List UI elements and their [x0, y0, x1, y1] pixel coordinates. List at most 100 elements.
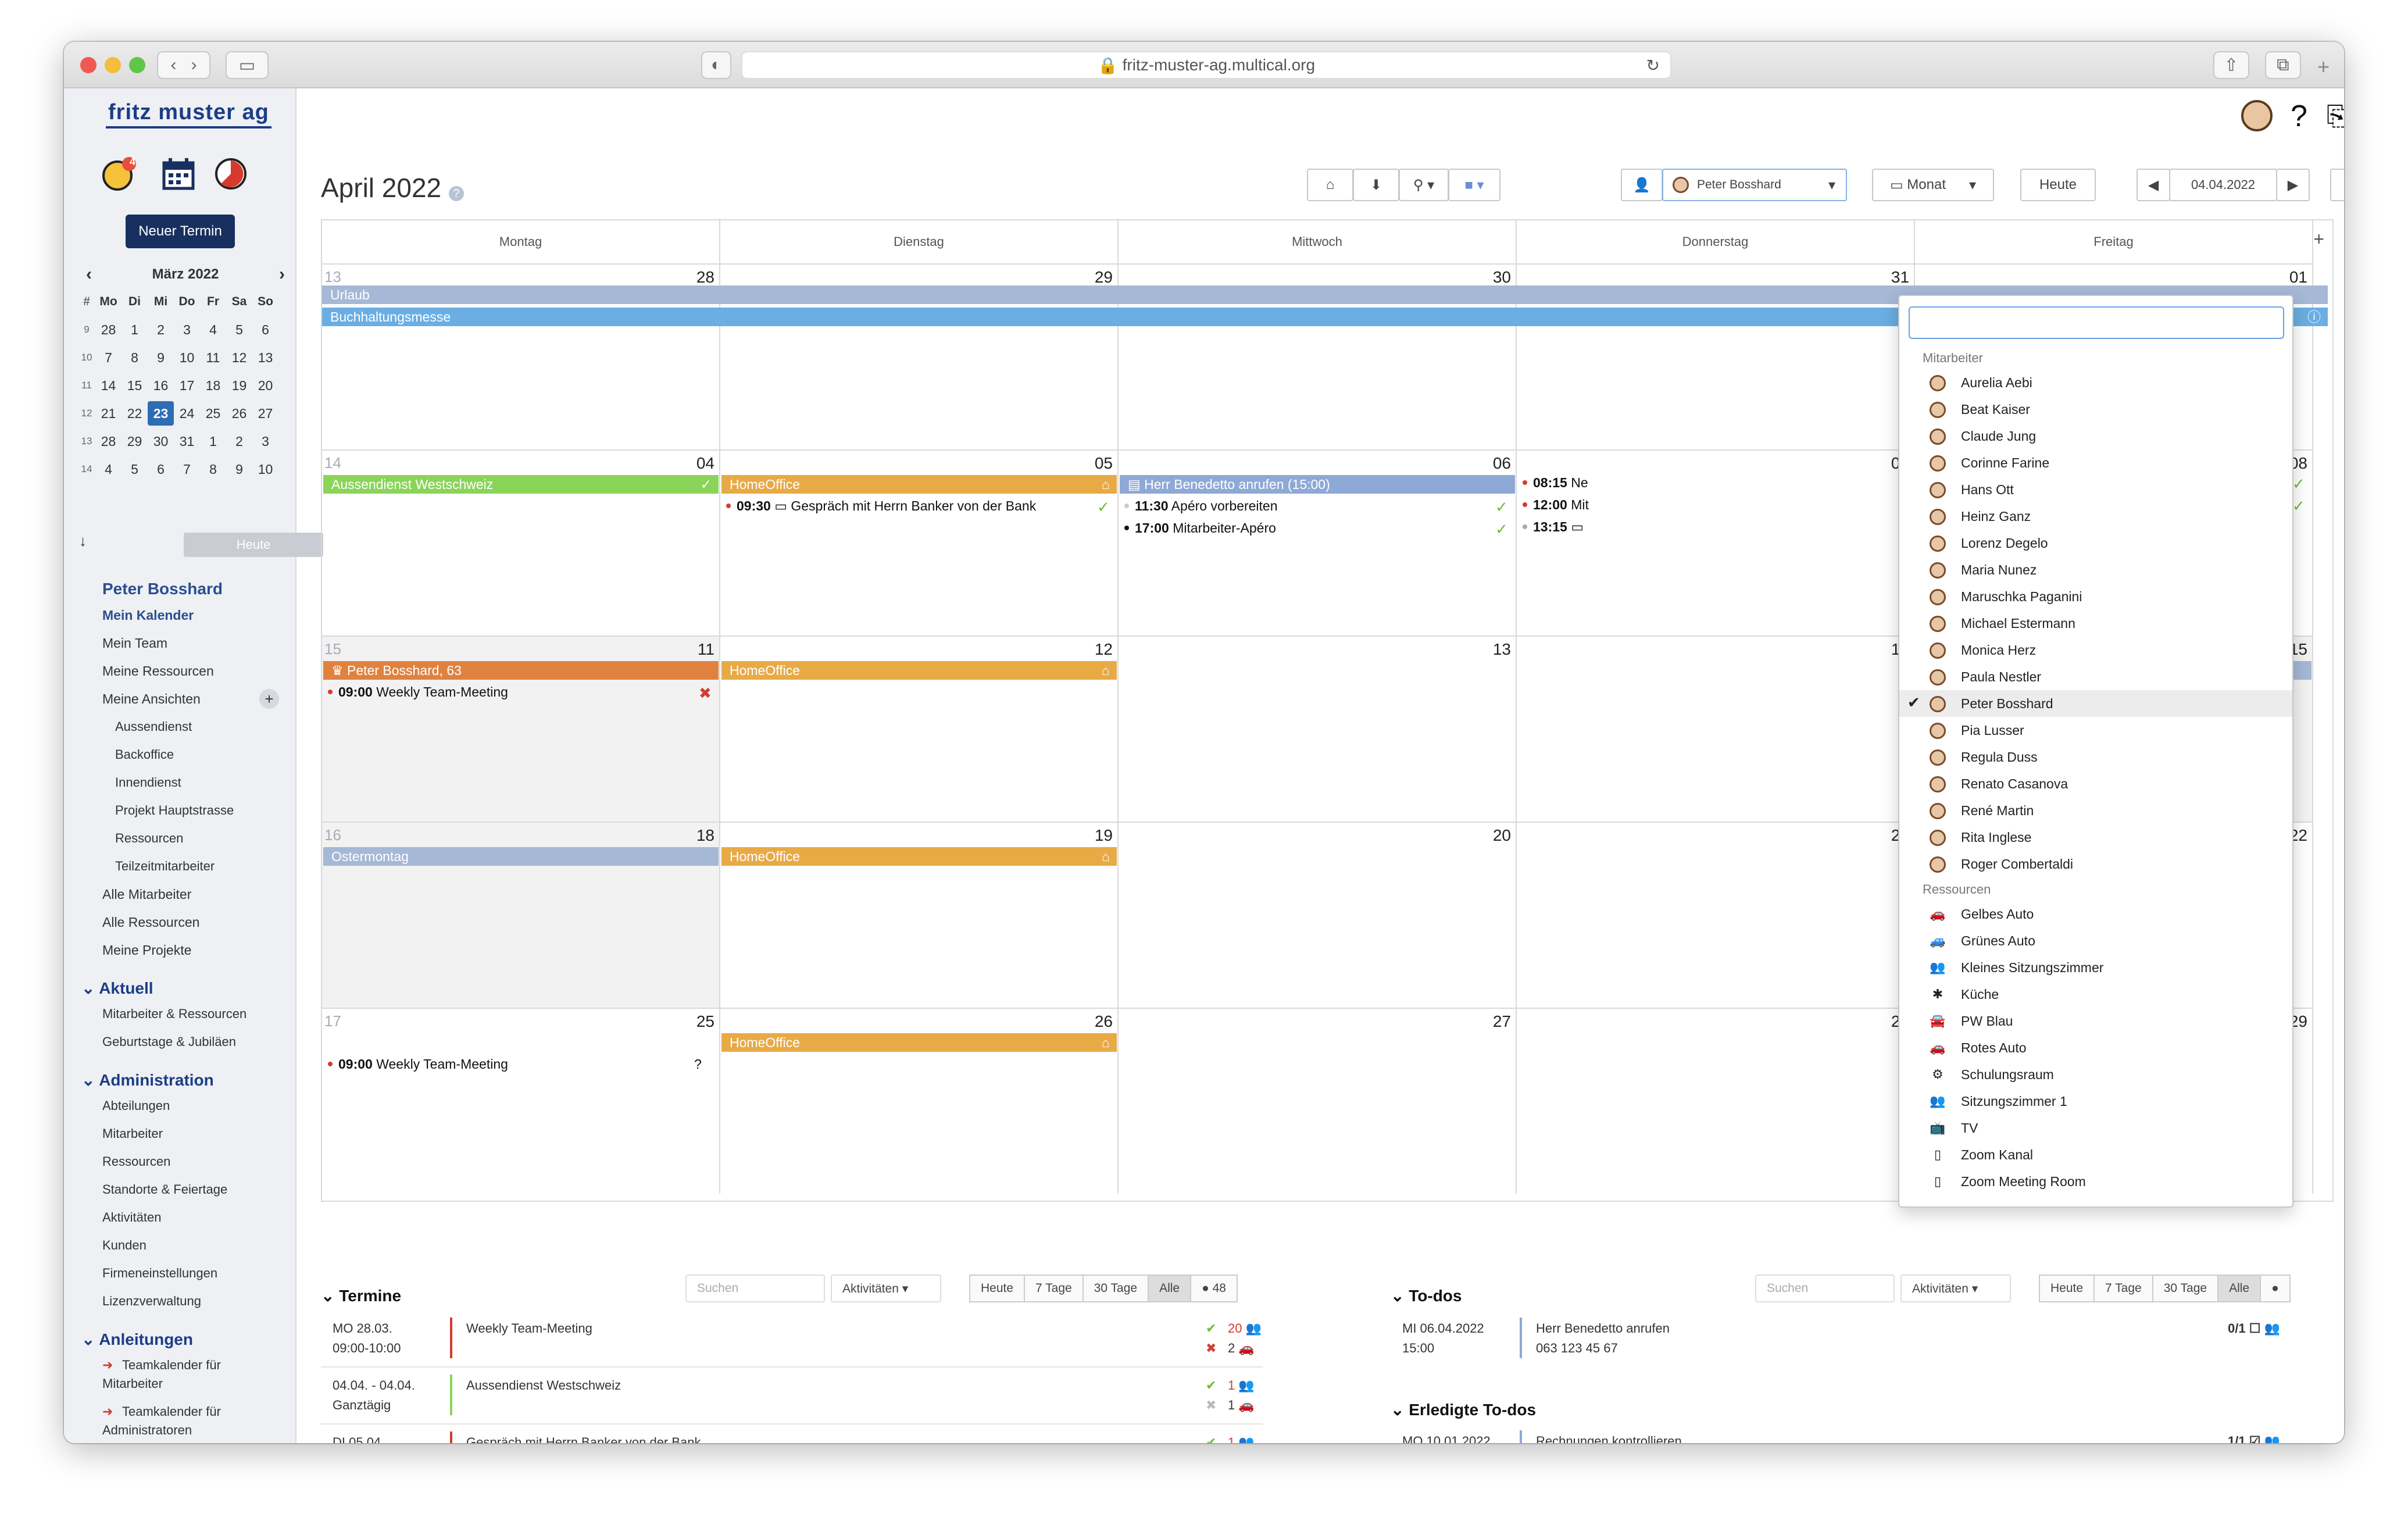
mini-calendar-day[interactable]: 14: [101, 377, 116, 393]
mini-calendar-day[interactable]: 22: [127, 405, 142, 421]
chevron-right-icon[interactable]: ›: [279, 265, 285, 284]
dropdown-person-item[interactable]: Regula Duss: [1899, 744, 2292, 770]
sidebar-nav-item[interactable]: Meine Ansichten: [102, 691, 201, 706]
dropdown-person-item[interactable]: Lorenz Degelo: [1899, 530, 2292, 556]
dropdown-person-item[interactable]: Beat Kaiser: [1899, 396, 2292, 423]
sidebar-nav-item[interactable]: Firmeneinstellungen: [102, 1266, 218, 1280]
calendar-day-cell[interactable]: 17 25: [322, 1008, 720, 1194]
mini-calendar-day[interactable]: 24: [179, 405, 195, 421]
mini-calendar-day[interactable]: 3: [183, 322, 191, 337]
person-select[interactable]: Peter Bosshard ▾: [1662, 169, 1847, 201]
calendar-day-cell[interactable]: 12: [720, 636, 1119, 822]
company-logo[interactable]: fritz muster ag: [106, 100, 271, 128]
clock-icon[interactable]: [213, 156, 249, 192]
home-filter-button[interactable]: ⌂: [1307, 169, 1353, 201]
dropdown-person-item[interactable]: Renato Casanova: [1899, 770, 2292, 797]
mini-calendar-day[interactable]: 2: [157, 322, 165, 337]
mini-calendar-day[interactable]: 26: [231, 405, 247, 421]
calendar-day-cell[interactable]: 14: [1517, 636, 1915, 822]
today-button[interactable]: Heute: [2020, 169, 2096, 201]
download-button[interactable]: ⬇: [1353, 169, 1399, 201]
mini-calendar-day[interactable]: 3: [262, 433, 269, 449]
dropdown-person-item[interactable]: Michael Estermann: [1899, 610, 2292, 637]
panel-title[interactable]: ⌄ Termine: [321, 1287, 402, 1305]
minimize-window-button[interactable]: [105, 57, 121, 73]
event-thursday-1[interactable]: 08:15 Ne: [1518, 475, 1599, 491]
mini-calendar-day[interactable]: 8: [209, 461, 217, 477]
view-select[interactable]: ▭ Monat ▾: [1872, 169, 1994, 201]
calendar-day-cell[interactable]: 14 04: [322, 449, 720, 636]
mini-calendar-day[interactable]: 6: [262, 322, 269, 337]
sidebar-nav-item[interactable]: Abteilungen: [102, 1098, 170, 1113]
range-option[interactable]: Alle: [1148, 1274, 1192, 1302]
event-ostermontag[interactable]: Ostermontag: [323, 847, 719, 866]
sidebar-nav-item[interactable]: Aktivitäten: [102, 1210, 162, 1224]
dropdown-person-item[interactable]: René Martin: [1899, 797, 2292, 824]
mini-calendar-day[interactable]: 31: [179, 433, 195, 449]
range-option[interactable]: 30 Tage: [2152, 1274, 2219, 1302]
calendar-day-cell[interactable]: 27: [1119, 1008, 1517, 1194]
add-view-icon[interactable]: +: [259, 689, 279, 709]
event-homeoffice[interactable]: HomeOffice ⌂: [721, 661, 1117, 680]
tabs-icon[interactable]: ⧉: [2265, 51, 2301, 79]
event-benedetto[interactable]: ▤ Herr Benedetto anrufen (15:00): [1120, 475, 1515, 494]
calendar-day-cell[interactable]: 13: [1119, 636, 1517, 822]
dropdown-person-item[interactable]: Heinz Ganz: [1899, 503, 2292, 530]
calendar-day-cell[interactable]: 05: [720, 449, 1119, 636]
dropdown-person-item[interactable]: Aurelia Aebi: [1899, 369, 2292, 396]
close-window-button[interactable]: [80, 57, 97, 73]
calendar-day-cell[interactable]: 21: [1517, 822, 1915, 1008]
chevron-left-icon[interactable]: ‹: [170, 55, 177, 74]
mini-calendar-day[interactable]: 9: [157, 349, 165, 365]
mini-calendar-day[interactable]: 6: [157, 461, 165, 477]
sidebar-nav-item[interactable]: Mein Kalender: [102, 608, 194, 623]
count-badge[interactable]: ●: [2260, 1274, 2291, 1302]
guide-link[interactable]: Teamkalender für: [122, 1358, 221, 1372]
sidebar-toggle-icon[interactable]: ▭: [226, 51, 269, 79]
sidebar-view-item[interactable]: Innendienst: [115, 775, 181, 790]
dropdown-person-item[interactable]: Roger Combertaldi: [1899, 851, 2292, 877]
guide-link[interactable]: Teamkalender für: [122, 1404, 221, 1419]
dropdown-person-item[interactable]: Corinne Farine: [1899, 449, 2292, 476]
mini-calendar-day[interactable]: 16: [153, 377, 169, 393]
mini-calendar-day[interactable]: 13: [258, 349, 273, 365]
filter-dropdown[interactable]: ⚲ ▾: [1399, 169, 1449, 201]
add-icon[interactable]: +: [2313, 229, 2324, 249]
mini-calendar-today-button[interactable]: Heute: [184, 533, 323, 557]
mini-calendar-day[interactable]: 10: [258, 461, 273, 477]
export-icon[interactable]: ⎘: [2327, 101, 2344, 131]
event-weekly-meeting[interactable]: 09:00 Weekly Team-Meeting: [323, 684, 719, 700]
calendar-day-cell[interactable]: 30: [1119, 263, 1517, 449]
new-tab-icon[interactable]: +: [2317, 55, 2330, 78]
mini-calendar-day[interactable]: 10: [179, 349, 195, 365]
range-option[interactable]: 30 Tage: [1082, 1274, 1149, 1302]
search-input[interactable]: Suchen: [685, 1274, 825, 1302]
dropdown-person-item[interactable]: ✔ Peter Bosshard: [1899, 690, 2292, 717]
event-thursday-2[interactable]: 12:00 Mit: [1518, 497, 1599, 513]
event-apero-prep[interactable]: 11:30 Apéro vorbereiten: [1120, 498, 1515, 514]
mini-calendar-day[interactable]: 21: [101, 405, 116, 421]
calendar-day-cell[interactable]: 26: [720, 1008, 1119, 1194]
mini-calendar-day[interactable]: 4: [105, 461, 112, 477]
sidebar-view-item[interactable]: Projekt Hauptstrasse: [115, 803, 234, 817]
next-button[interactable]: ▶: [2276, 169, 2310, 201]
mini-calendar-day[interactable]: 5: [235, 322, 243, 337]
dropdown-person-item[interactable]: Paula Nestler: [1899, 663, 2292, 690]
dropdown-resource-item[interactable]: 👥 Kleines Sitzungszimmer: [1899, 954, 2292, 981]
calendar-day-cell[interactable]: 29: [720, 263, 1119, 449]
zoom-window-button[interactable]: [129, 57, 145, 73]
sidebar-nav-item[interactable]: Mitarbeiter & Ressourcen: [102, 1006, 247, 1021]
mini-calendar-day[interactable]: 29: [127, 433, 142, 449]
event-thursday-3[interactable]: 13:15 ▭: [1518, 519, 1599, 535]
dropdown-person-item[interactable]: Monica Herz: [1899, 637, 2292, 663]
mini-calendar-day[interactable]: 30: [153, 433, 169, 449]
dropdown-resource-item[interactable]: 👥 Sitzungszimmer 1: [1899, 1088, 2292, 1115]
calendar-day-cell[interactable]: 20: [1119, 822, 1517, 1008]
prev-button[interactable]: ◀: [2137, 169, 2170, 201]
sidebar-section-title[interactable]: ⌄ Aktuell: [81, 979, 153, 997]
event-homeoffice[interactable]: HomeOffice ⌂: [721, 475, 1117, 494]
color-dropdown[interactable]: ■ ▾: [1448, 169, 1500, 201]
calendar-day-cell[interactable]: 06: [1119, 449, 1517, 636]
mini-calendar-day[interactable]: 2: [235, 433, 243, 449]
event-birthday[interactable]: ♛ Peter Bosshard, 63: [323, 661, 719, 680]
